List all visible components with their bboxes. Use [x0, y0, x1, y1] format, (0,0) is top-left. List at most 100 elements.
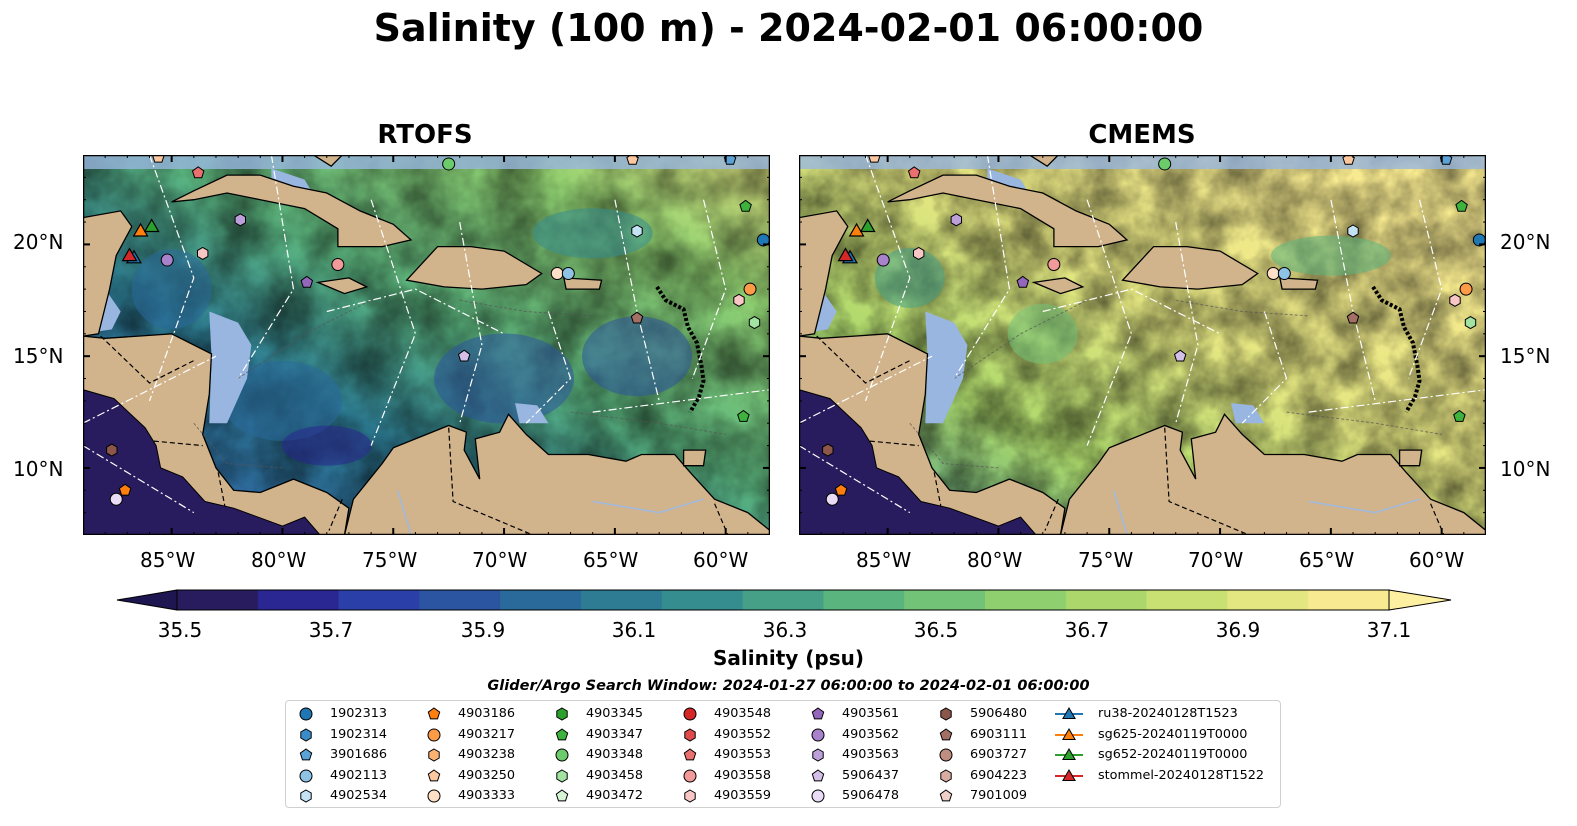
glider-marker: [837, 247, 854, 262]
country-border: [100, 335, 195, 384]
colorbar-tick-36-3: 36.3: [762, 618, 808, 642]
lon-label-right-65: 65°W: [1299, 548, 1355, 572]
argo-float-marker: [1453, 409, 1466, 422]
argo-float-marker: [1158, 157, 1172, 171]
argo-float-marker: [913, 246, 925, 260]
colorbar-segment: [1146, 590, 1228, 610]
legend-label: 5906437: [842, 767, 899, 783]
shallow-shelf: [987, 168, 1028, 191]
bathymetry-contour: [953, 299, 1088, 379]
lesser-antilles: [655, 285, 706, 414]
land-puerto-rico: [1279, 277, 1319, 290]
argo-float-marker: [1266, 266, 1280, 280]
legend-label: 4902113: [330, 767, 387, 783]
colorbar-segment: [904, 590, 986, 610]
legend-label: sg625-20240119T0000: [1098, 726, 1248, 742]
eez-boundary: [1042, 288, 1221, 335]
legend-hexagon-icon: [940, 768, 952, 783]
colorbar-segment: [661, 590, 744, 610]
legend-circle-icon: [427, 728, 441, 741]
land-yucatan: [799, 155, 849, 337]
argo-float-marker: [234, 213, 246, 227]
colorbar-tick-35-5: 35.5: [157, 618, 203, 642]
land-trinidad: [682, 449, 707, 467]
colorbar-label: Salinity (psu): [712, 646, 864, 670]
pacific-coast: [799, 389, 1037, 535]
lon-label-right-75: 75°W: [1078, 548, 1134, 572]
lon-label-left-80: 80°W: [251, 548, 307, 572]
argo-float-marker: [1449, 293, 1461, 307]
bahamas-bank: [799, 155, 1486, 169]
legend-circle-icon: [811, 728, 825, 741]
land-jamaica: [315, 277, 369, 295]
colorbar-extend-high: [1388, 589, 1452, 611]
colorbar-frame: [176, 589, 1390, 611]
eez-boundary: [525, 311, 572, 424]
legend-circle-icon: [811, 789, 825, 803]
legend-circle-icon: [299, 769, 313, 782]
lon-label-left-65: 65°W: [583, 548, 639, 572]
legend-label: 4903561: [842, 706, 899, 721]
shallow-shelf: [209, 311, 252, 424]
legend-pentagon-icon: [811, 707, 825, 720]
salinity-anomaly: [1007, 303, 1078, 364]
argo-float-marker: [739, 199, 752, 212]
legend-hexagon-icon: [556, 707, 568, 721]
argo-float-marker: [950, 213, 962, 227]
argo-float-marker: [331, 258, 345, 272]
legend-triangle-icon: [1062, 707, 1076, 719]
legend-label: 1902313: [330, 706, 387, 721]
legend-label: 4903552: [714, 726, 771, 742]
legend-label: 4903472: [586, 788, 643, 803]
land-bahamas: [1028, 155, 1060, 168]
lon-label-right-80: 80°W: [967, 548, 1023, 572]
lon-label-left-70: 70°W: [472, 548, 528, 572]
legend-pentagon-icon: [683, 748, 697, 761]
bathymetry-contour: [1175, 299, 1309, 317]
legend-label: 7901009: [970, 788, 1027, 803]
colorbar-segment: [581, 590, 663, 610]
legend-label: 6904223: [970, 767, 1027, 783]
colorbar-segment: [1308, 590, 1390, 610]
legend-label: 5906480: [970, 706, 1027, 721]
eez-boundary: [1407, 199, 1443, 379]
legend-pentagon-icon: [939, 789, 953, 802]
glider-marker: [121, 247, 138, 262]
salinity-anomaly: [222, 360, 343, 441]
legend-label: 4902534: [330, 788, 387, 803]
legend-label: 6903727: [970, 747, 1027, 762]
eez-boundary: [592, 389, 770, 413]
argo-float-marker: [1173, 349, 1187, 362]
shallow-shelf: [515, 403, 549, 424]
lat-label-right-15: 15°N: [1500, 344, 1551, 368]
legend-pentagon-icon: [555, 727, 569, 740]
salinity-anomaly: [131, 249, 212, 330]
glider-marker: [143, 218, 160, 233]
colorbar-extend-low: [116, 589, 178, 611]
legend-label: 4903558: [714, 767, 771, 783]
legend-hexagon-icon: [812, 748, 824, 762]
rtofs-map[interactable]: [83, 155, 770, 535]
land-yucatan: [83, 155, 133, 337]
legend-label: 4903333: [458, 788, 515, 803]
argo-float-marker: [907, 166, 921, 179]
salinity-colorbar: [116, 589, 1452, 611]
map-frame: [83, 155, 770, 535]
salinity-anomaly: [434, 333, 575, 424]
land-puerto-rico: [563, 277, 603, 290]
land-south-america: [1059, 413, 1486, 535]
legend-label: 4903553: [714, 747, 771, 762]
cmems-map[interactable]: [799, 155, 1486, 535]
colorbar-segment: [257, 590, 340, 610]
land-south-america: [343, 413, 770, 535]
lat-label-left-10: 10°N: [13, 457, 64, 481]
country-border: [217, 472, 226, 507]
argo-float-marker: [737, 409, 750, 422]
legend-triangle-icon: [1062, 748, 1076, 760]
legend-pentagon-icon: [427, 707, 441, 720]
lon-label-left-75: 75°W: [362, 548, 418, 572]
eez-boundary: [326, 288, 505, 335]
argo-float-marker: [1464, 316, 1477, 330]
eez-boundary: [83, 445, 195, 514]
bathymetry-contour: [237, 299, 372, 379]
